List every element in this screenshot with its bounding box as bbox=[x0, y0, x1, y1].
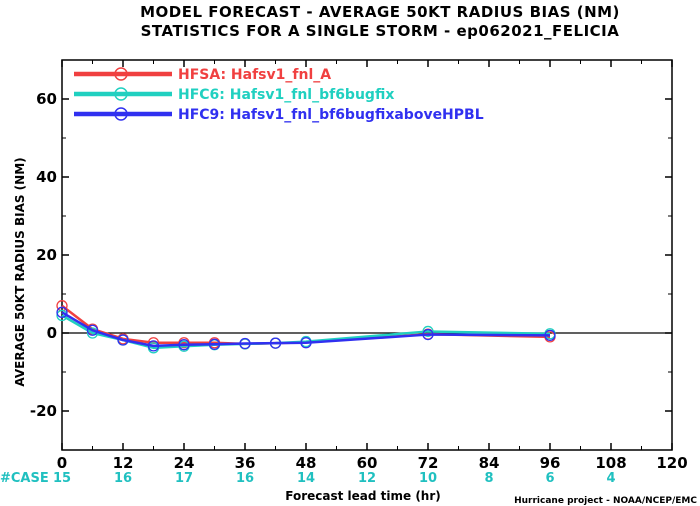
y-axis-label: AVERAGE 50KT RADIUS BIAS (NM) bbox=[13, 157, 27, 386]
data-point bbox=[300, 337, 312, 349]
x-tick-label: 72 bbox=[418, 454, 439, 472]
legend-marker bbox=[114, 107, 128, 121]
x-tick-label: 120 bbox=[656, 454, 687, 472]
data-point bbox=[269, 337, 282, 349]
y-tick-label: 60 bbox=[36, 90, 57, 108]
case-count: 16 bbox=[114, 471, 132, 486]
legend-label: HFC6: Hafsv1_fnl_bf6bugfix bbox=[178, 87, 394, 103]
case-count: 4 bbox=[606, 471, 615, 486]
case-count-label: #CASE bbox=[0, 471, 49, 486]
x-tick-label: 48 bbox=[296, 454, 317, 472]
credit-text: Hurricane project - NOAA/NCEP/EMC bbox=[514, 496, 697, 506]
legend-marker bbox=[114, 67, 128, 81]
legend-label: HFC9: Hafsv1_fnl_bf6bugfixaboveHPBL bbox=[178, 107, 484, 123]
case-count: 10 bbox=[419, 471, 437, 486]
data-point bbox=[208, 338, 221, 350]
data-point bbox=[117, 334, 129, 346]
data-point bbox=[56, 306, 68, 318]
x-tick-label: 108 bbox=[595, 454, 626, 472]
case-count: 15 bbox=[53, 471, 71, 486]
legend-marker bbox=[114, 87, 128, 101]
series-line bbox=[61, 311, 551, 348]
x-axis-label: Forecast lead time (hr) bbox=[285, 489, 441, 503]
x-tick-label: 96 bbox=[540, 454, 561, 472]
x-tick-label: 60 bbox=[357, 454, 378, 472]
data-point bbox=[239, 337, 251, 350]
x-tick-label: 36 bbox=[235, 454, 256, 472]
data-point bbox=[544, 329, 556, 341]
y-tick-label: -20 bbox=[30, 402, 57, 420]
data-point bbox=[422, 328, 434, 341]
legend-label: HFSA: Hafsv1_fnl_A bbox=[178, 67, 331, 83]
case-count: 16 bbox=[236, 471, 254, 486]
y-tick-label: 40 bbox=[36, 168, 57, 186]
x-tick-label: 0 bbox=[57, 454, 67, 472]
case-count: 6 bbox=[545, 471, 554, 486]
data-point bbox=[86, 324, 99, 336]
data-point bbox=[178, 339, 190, 351]
x-tick-label: 12 bbox=[113, 454, 134, 472]
y-tick-label: 20 bbox=[36, 246, 57, 264]
data-point bbox=[147, 340, 160, 352]
case-count: 12 bbox=[358, 471, 376, 486]
chart-title: MODEL FORECAST - AVERAGE 50KT RADIUS BIA… bbox=[140, 3, 620, 21]
case-count: 8 bbox=[484, 471, 493, 486]
chart-subtitle: STATISTICS FOR A SINGLE STORM - ep062021… bbox=[141, 22, 620, 40]
x-tick-label: 84 bbox=[479, 454, 500, 472]
y-tick-label: 0 bbox=[47, 324, 57, 342]
case-count: 14 bbox=[297, 471, 315, 486]
data-point bbox=[422, 325, 434, 338]
x-tick-label: 24 bbox=[174, 454, 195, 472]
case-count: 17 bbox=[175, 471, 193, 486]
